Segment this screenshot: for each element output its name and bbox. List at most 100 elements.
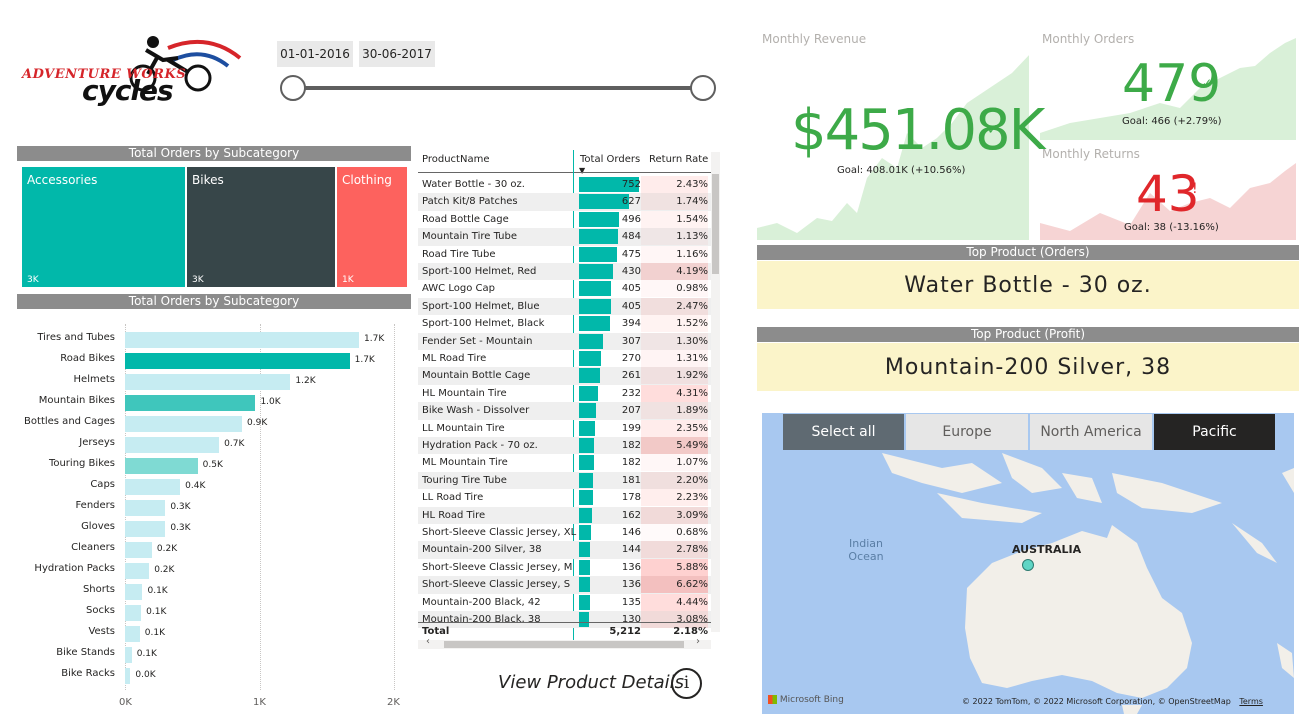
return-rate-cell: 1.30%	[641, 332, 708, 350]
table-row[interactable]: Short-Sleeve Classic Jersey, M 136 5.88%	[418, 558, 711, 576]
bar[interactable]	[125, 626, 140, 642]
table-row[interactable]: Patch Kit/8 Patches 627 1.74%	[418, 193, 711, 211]
bar-row[interactable]: Jerseys 0.7K	[0, 434, 400, 455]
scroll-left-icon[interactable]: ‹	[426, 636, 430, 647]
bar[interactable]	[125, 374, 291, 390]
info-icon[interactable]: i	[671, 668, 702, 699]
region-map[interactable]: Indian Ocean AUSTRALIA Microsoft Bing © …	[762, 413, 1294, 714]
total-orders-cell: 182	[621, 440, 641, 451]
bar[interactable]	[125, 521, 166, 537]
table-row[interactable]: LL Mountain Tire 199 2.35%	[418, 419, 711, 437]
header-total-orders[interactable]: Total Orders	[580, 154, 641, 165]
slicer-north-america[interactable]: North America	[1030, 414, 1152, 450]
table-horizontal-scrollbar[interactable]: ‹ ›	[418, 636, 711, 649]
date-slider-end-handle[interactable]	[690, 75, 716, 101]
return-rate-cell: 1.52%	[641, 315, 708, 333]
bar[interactable]	[125, 479, 181, 495]
table-row[interactable]: Water Bottle - 30 oz. 752 2.43%	[418, 176, 711, 193]
bar[interactable]	[125, 647, 132, 663]
table-row[interactable]: Mountain-200 Black, 38 130 3.08%	[418, 611, 711, 629]
table-row[interactable]: Mountain-200 Black, 42 135 4.44%	[418, 593, 711, 611]
table-row[interactable]: Bike Wash - Dissolver 207 1.89%	[418, 402, 711, 420]
treemap-tile-clothing[interactable]: Clothing 1K	[337, 167, 407, 287]
table-vertical-scrollbar[interactable]	[711, 152, 720, 632]
slicer-pacific[interactable]: Pacific	[1154, 414, 1275, 450]
bar-row[interactable]: Bottles and Cages 0.9K	[0, 413, 400, 434]
date-slider-track[interactable]	[293, 86, 703, 90]
table-row[interactable]: Hydration Pack - 70 oz. 182 5.49%	[418, 437, 711, 455]
bar-row[interactable]: Cleaners 0.2K	[0, 539, 400, 560]
header-return-rate[interactable]: Return Rate	[649, 154, 709, 165]
start-date-input[interactable]: 01-01-2016	[277, 41, 353, 67]
bar[interactable]	[125, 332, 360, 348]
bar[interactable]	[125, 395, 256, 411]
table-row[interactable]: Sport-100 Helmet, Blue 405 2.47%	[418, 297, 711, 316]
bar[interactable]	[125, 500, 166, 516]
table-row[interactable]: Mountain Bottle Cage 261 1.92%	[418, 367, 711, 385]
bar[interactable]	[125, 563, 150, 579]
bar-row[interactable]: Hydration Packs 0.2K	[0, 560, 400, 581]
terms-link[interactable]: Terms	[1239, 697, 1263, 706]
bar[interactable]	[125, 605, 142, 621]
return-rate-cell: 4.44%	[641, 593, 708, 611]
bar[interactable]	[125, 584, 143, 600]
bar-row[interactable]: Socks 0.1K	[0, 602, 400, 623]
kpi-orders-value: 479	[1122, 54, 1222, 114]
bar-row[interactable]: Gloves 0.3K	[0, 518, 400, 539]
table-row[interactable]: ML Road Tire 270 1.31%	[418, 350, 711, 367]
bar-row[interactable]: Vests 0.1K	[0, 623, 400, 644]
table-row[interactable]: Touring Tire Tube 181 2.20%	[418, 471, 711, 490]
table-row[interactable]: Road Tire Tube 475 1.16%	[418, 245, 711, 263]
table-row[interactable]: ML Mountain Tire 182 1.07%	[418, 454, 711, 472]
table-row[interactable]: Short-Sleeve Classic Jersey, S 136 6.62%	[418, 576, 711, 594]
slicer-europe[interactable]: Europe	[906, 414, 1028, 450]
bar-row[interactable]: Fenders 0.3K	[0, 497, 400, 518]
table-row[interactable]: HL Mountain Tire 232 4.31%	[418, 384, 711, 402]
bar[interactable]	[125, 437, 220, 453]
slicer-select-all[interactable]: Select all	[783, 414, 904, 450]
table-row[interactable]: Fender Set - Mountain 307 1.30%	[418, 332, 711, 350]
map-landmass	[882, 453, 1294, 714]
bar-row[interactable]: Tires and Tubes 1.7K	[0, 329, 400, 350]
product-name-cell: Mountain-200 Black, 42	[422, 596, 541, 608]
bar-row[interactable]: Shorts 0.1K	[0, 581, 400, 602]
table-row[interactable]: Short-Sleeve Classic Jersey, XL 146 0.68%	[418, 524, 711, 541]
bar-value-label: 0.7K	[224, 439, 245, 449]
end-date-input[interactable]: 30-06-2017	[359, 41, 435, 67]
table-row[interactable]: LL Road Tire 178 2.23%	[418, 489, 711, 507]
revenue-trend-area	[757, 55, 1029, 240]
attribution-text[interactable]: © 2022 TomTom, © 2022 Microsoft Corporat…	[962, 697, 1231, 706]
bar-row[interactable]: Touring Bikes 0.5K	[0, 455, 400, 476]
table-row[interactable]: HL Road Tire 162 3.09%	[418, 506, 711, 524]
header-product-name[interactable]: ProductName	[422, 154, 490, 165]
bar[interactable]	[125, 416, 242, 432]
treemap-tile-bikes[interactable]: Bikes 3K	[187, 167, 337, 287]
treemap-tile-accessories[interactable]: Accessories 3K	[22, 167, 187, 287]
bar-row[interactable]: Bike Racks 0.0K	[0, 665, 400, 686]
bar-row[interactable]: Mountain Bikes 1.0K	[0, 392, 400, 413]
table-row[interactable]: Sport-100 Helmet, Red 430 4.19%	[418, 263, 711, 281]
check-icon: ✓	[1202, 76, 1213, 90]
bar[interactable]	[125, 353, 350, 369]
bar-value-label: 0.1K	[136, 649, 157, 659]
map-data-point[interactable]	[1022, 559, 1034, 571]
table-row[interactable]: Mountain-200 Silver, 38 144 2.78%	[418, 541, 711, 559]
date-slider-start-handle[interactable]	[280, 75, 306, 101]
bar[interactable]	[125, 542, 152, 558]
horizontal-scroll-thumb[interactable]	[444, 641, 684, 648]
table-row[interactable]: Sport-100 Helmet, Black 394 1.52%	[418, 315, 711, 333]
treemap-title: Total Orders by Subcategory	[17, 146, 411, 161]
vertical-scroll-thumb[interactable]	[712, 174, 719, 274]
bar[interactable]	[125, 668, 131, 684]
bar[interactable]	[125, 458, 198, 474]
bar-row[interactable]: Road Bikes 1.7K	[0, 350, 400, 371]
bar-value-label: 1.0K	[260, 397, 281, 407]
bar-row[interactable]: Bike Stands 0.1K	[0, 644, 400, 665]
table-row[interactable]: Road Bottle Cage 496 1.54%	[418, 210, 711, 228]
view-product-details-link[interactable]: View Product Details	[498, 672, 685, 693]
bar-row[interactable]: Caps 0.4K	[0, 476, 400, 497]
table-row[interactable]: AWC Logo Cap 405 0.98%	[418, 280, 711, 298]
scroll-right-icon[interactable]: ›	[696, 636, 700, 647]
table-row[interactable]: Mountain Tire Tube 484 1.13%	[418, 228, 711, 246]
bar-row[interactable]: Helmets 1.2K	[0, 371, 400, 392]
